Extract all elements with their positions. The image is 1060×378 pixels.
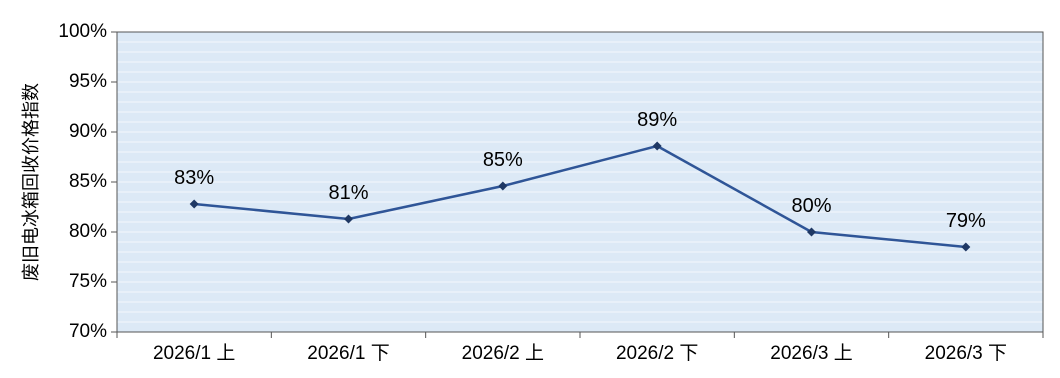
data-point bbox=[652, 141, 662, 151]
y-tick-label: 80% bbox=[69, 221, 107, 242]
x-tick-label: 2026/3 上 bbox=[770, 342, 852, 364]
y-axis: 70% 75% 80% 85% 90% 95% 100% bbox=[58, 21, 117, 342]
x-axis: 2026/1 上 2026/1 下 2026/2 上 2026/2 下 2026/3 上… bbox=[116, 332, 1044, 364]
x-tick-label: 2026/1 下 bbox=[307, 343, 389, 364]
x-tick-label: 2026/1 上 bbox=[153, 342, 235, 364]
x-tick-label: 2026/2 上 bbox=[462, 342, 544, 364]
y-tick-label: 75% bbox=[69, 271, 107, 292]
data-point bbox=[498, 181, 508, 191]
data-point bbox=[807, 227, 816, 237]
data-labels: 83% 81% 85% 89% 80% 79% bbox=[174, 109, 986, 232]
data-point bbox=[961, 242, 971, 252]
x-tick-label: 2026/3 下 bbox=[925, 343, 1007, 364]
x-tick-label: 2026/2 下 bbox=[616, 343, 698, 364]
series-markers bbox=[189, 141, 971, 252]
y-tick-label: 70% bbox=[69, 321, 107, 342]
data-label: 80% bbox=[791, 195, 831, 217]
y-tick-label: 85% bbox=[69, 171, 107, 192]
y-axis-title: 废旧电冰箱回收价格指数 bbox=[21, 83, 42, 281]
y-tick-label: 90% bbox=[69, 121, 107, 142]
data-point bbox=[344, 214, 353, 224]
data-point bbox=[189, 199, 199, 209]
data-label: 83% bbox=[174, 167, 214, 189]
y-tick-label: 100% bbox=[58, 21, 107, 42]
series-line bbox=[194, 144, 966, 249]
data-label: 89% bbox=[637, 109, 677, 131]
data-label: 79% bbox=[946, 210, 986, 232]
data-label: 85% bbox=[483, 149, 523, 171]
y-tick-label: 95% bbox=[69, 71, 107, 92]
data-label: 81% bbox=[328, 182, 368, 204]
grid-lines bbox=[117, 31, 1043, 333]
